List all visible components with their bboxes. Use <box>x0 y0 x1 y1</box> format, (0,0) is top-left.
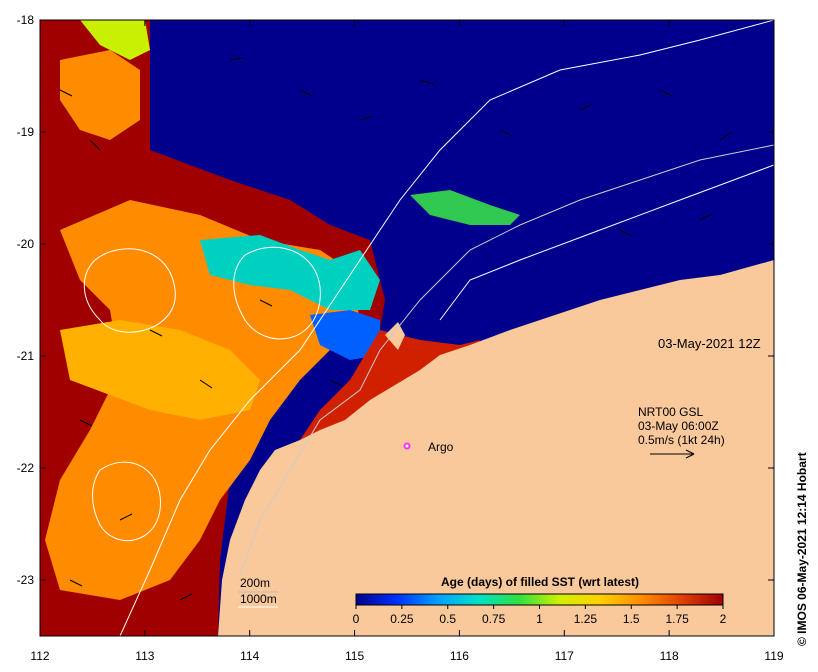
colorbar <box>355 593 724 606</box>
colorbar-tick-label: 0.25 <box>390 612 414 626</box>
sst-region-green-patch <box>410 190 520 225</box>
x-tick-label: 117 <box>555 649 574 663</box>
credit-label: © IMOS 06-May-2021 12:14 Hobart <box>795 452 809 646</box>
island <box>385 322 405 350</box>
y-tick-label: -20 <box>17 237 35 251</box>
colorbar-tick-label: 1 <box>536 612 543 626</box>
x-tick-label: 118 <box>660 649 679 663</box>
current-source-line3: 0.5m/s (1kt 24h) <box>638 433 725 447</box>
x-tick-label: 116 <box>450 649 469 663</box>
y-axis: -18 -19 -20 -21 -22 -23 <box>17 13 774 587</box>
x-tick-label: 115 <box>345 649 364 663</box>
colorbar-tick-label: 1.25 <box>574 612 598 626</box>
colorbar-tick-label: 1.75 <box>665 612 689 626</box>
x-axis: 112 113 114 115 116 117 118 119 <box>30 20 784 663</box>
land-mass <box>218 260 774 636</box>
isobath-200m <box>239 144 774 576</box>
current-vectors <box>59 57 733 601</box>
x-tick-label: 112 <box>30 649 49 663</box>
colorbar-ticks: 0 0.25 0.5 0.75 1 1.25 1.5 1.75 2 <box>353 605 727 626</box>
colorbar-tick-label: 0 <box>353 612 360 626</box>
sst-region-orange-south <box>80 455 200 580</box>
argo-float-marker <box>403 442 411 450</box>
plot-frame <box>39 19 775 637</box>
isobath-1000m <box>119 20 774 636</box>
x-tick-label: 119 <box>764 649 783 663</box>
date-label: 03-May-2021 12Z <box>658 336 761 351</box>
y-tick-label: -18 <box>17 13 35 27</box>
current-source-line2: 03-May 06:00Z <box>638 419 719 433</box>
sst-region-orange-north <box>60 50 140 140</box>
colorbar-tick-label: 2 <box>720 612 727 626</box>
sst-region-cyan <box>200 235 380 310</box>
eddy-contour <box>83 248 176 333</box>
colorbar-tick-label: 0.5 <box>439 612 456 626</box>
x-tick-label: 114 <box>240 649 259 663</box>
eddy-contour <box>92 461 161 541</box>
y-tick-label: -22 <box>17 461 35 475</box>
argo-label: Argo <box>428 440 454 454</box>
isobath-1000m-east <box>439 164 774 321</box>
sst-region-yellow-orange <box>60 320 260 420</box>
sst-region-blue-patch <box>310 310 380 360</box>
colorbar-tick-label: 0.75 <box>482 612 506 626</box>
colorbar-tick-label: 1.5 <box>623 612 640 626</box>
y-tick-label: -19 <box>17 125 35 139</box>
current-source-line1: NRT00 GSL <box>638 405 703 419</box>
isobath-1000m-label: 1000m <box>240 592 277 606</box>
isobath-200m-label: 200m <box>240 576 270 590</box>
eddy-contour <box>233 246 321 340</box>
y-tick-label: -21 <box>17 349 35 363</box>
scale-arrow-icon <box>650 449 695 459</box>
sst-region-green-yellow-nw <box>80 20 150 60</box>
y-tick-label: -23 <box>17 573 35 587</box>
colorbar-title: Age (days) of filled SST (wrt latest) <box>441 575 639 589</box>
x-tick-label: 113 <box>135 649 154 663</box>
